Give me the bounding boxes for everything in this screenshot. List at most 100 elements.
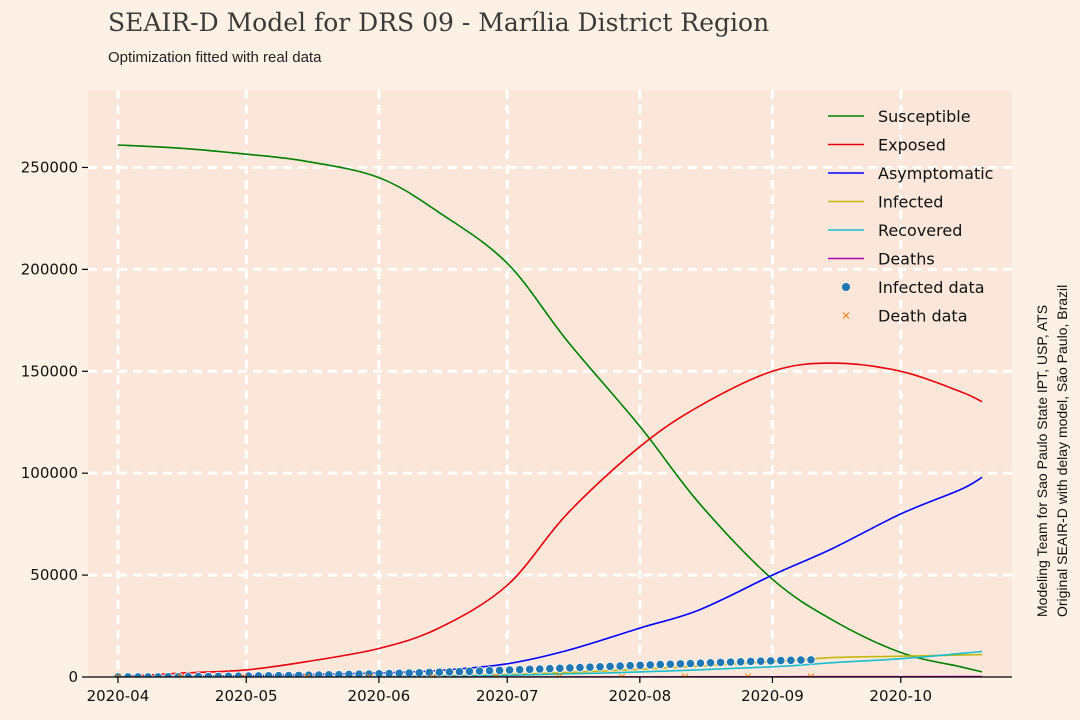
infected-data-point <box>213 671 223 677</box>
side-note: Modeling Team for Sao Paulo State IPT, U… <box>1034 285 1070 617</box>
infected-data-point <box>806 655 816 665</box>
infected-data-point <box>374 669 384 677</box>
series-line-susceptible <box>117 144 983 673</box>
infected-data-point <box>284 670 294 677</box>
legend-label: Deaths <box>878 250 935 269</box>
x-tick-label: 2020-10 <box>869 687 932 705</box>
side-note-line-1: Modeling Team for Sao Paulo State IPT, U… <box>1034 305 1050 617</box>
infected-data-point <box>545 664 555 674</box>
infected-data-point <box>354 669 364 677</box>
legend-item: Recovered <box>828 221 962 240</box>
infected-data-point <box>233 671 244 677</box>
infected-data-point <box>756 656 766 666</box>
y-tick-label: 0 <box>68 668 78 686</box>
grid-lines <box>88 90 1012 677</box>
infected-data-point <box>464 666 475 676</box>
infected-data-point <box>384 668 394 677</box>
side-note-line-2: Original SEAIR-D with delay model, São P… <box>1054 285 1070 617</box>
infected-data-point <box>434 667 444 677</box>
legend-item: Asymptomatic <box>828 164 993 183</box>
infected-data-point <box>424 667 434 677</box>
infected-data-point <box>555 663 565 673</box>
infected-data-point <box>494 665 505 675</box>
infected-data-point <box>294 670 304 677</box>
legend-item: Death data <box>842 307 968 326</box>
legend: Susceptible Exposed Asymptomatic Infected Re… <box>828 107 993 326</box>
x-tick-label: 2020-09 <box>741 687 804 705</box>
infected-data-point <box>314 670 324 677</box>
infected-data-point <box>695 658 706 668</box>
infected-data-point <box>705 658 716 668</box>
infected-data-point <box>454 667 465 677</box>
legend-item: Susceptible <box>828 107 971 126</box>
scatter-marks <box>113 655 816 677</box>
infected-data-point <box>675 659 685 669</box>
infected-data-point <box>484 666 495 676</box>
infected-data-point <box>525 664 535 674</box>
infected-data-point <box>253 671 264 677</box>
infected-data-point <box>274 671 284 677</box>
infected-data-point <box>655 660 665 670</box>
legend-label: Exposed <box>878 136 946 155</box>
infected-data-point <box>685 658 696 669</box>
infected-data-point <box>665 659 675 669</box>
y-tick-label: 250000 <box>21 158 78 176</box>
infected-data-point <box>324 670 334 677</box>
y-tick-label: 50000 <box>30 566 78 584</box>
infected-data-point <box>535 664 545 674</box>
infected-data-point <box>645 660 655 670</box>
legend-label: Asymptomatic <box>878 164 993 183</box>
y-tick-label: 200000 <box>21 260 78 278</box>
legend-label: Susceptible <box>878 107 971 126</box>
infected-data-point <box>263 671 274 677</box>
legend-label: Infected <box>878 193 943 212</box>
infected-data-point <box>334 670 344 677</box>
x-tick-label: 2020-08 <box>608 687 671 705</box>
legend-item: Infected <box>828 193 943 212</box>
infected-data-point <box>625 661 635 671</box>
x-axis-ticks: 2020-04 2020-05 2020-06 2020-07 2020-08 2020-… <box>87 677 932 705</box>
infected-data-point <box>746 656 756 667</box>
legend-item: Deaths <box>828 250 935 269</box>
plot-area <box>88 90 1012 677</box>
y-axis-ticks: 0 50000 100000 150000 200000 250000 <box>21 158 88 686</box>
infected-data-point <box>615 661 625 671</box>
infected-data-point <box>474 666 485 676</box>
infected-data-point <box>635 660 645 670</box>
infected-data-point <box>344 669 354 677</box>
x-tick-label: 2020-04 <box>87 687 150 705</box>
infected-data-point <box>585 662 595 672</box>
infected-data-point <box>575 662 585 673</box>
infected-data-point <box>736 657 746 667</box>
legend-label: Death data <box>878 307 968 326</box>
infected-data-point <box>715 657 726 668</box>
y-tick-label: 100000 <box>21 464 78 482</box>
series-line-exposed <box>117 362 983 677</box>
infected-data-point <box>414 668 424 677</box>
infected-data-point <box>394 668 404 677</box>
infected-data-point <box>223 671 234 677</box>
infected-data-point <box>776 655 786 666</box>
infected-data-point <box>444 667 454 677</box>
infected-data-point <box>565 663 575 673</box>
x-tick-label: 2020-07 <box>476 687 539 705</box>
infected-data-point <box>515 665 525 675</box>
legend-item: Infected data <box>842 278 985 297</box>
chart-title: SEAIR-D Model for DRS 09 - Marília Distr… <box>108 8 769 37</box>
infected-data-point <box>404 668 414 677</box>
death-data-point <box>114 673 122 677</box>
legend-item: Exposed <box>828 136 946 155</box>
infected-data-point <box>505 665 515 675</box>
infected-data-point <box>766 656 776 666</box>
legend-label: Infected data <box>878 278 985 297</box>
y-tick-label: 150000 <box>21 362 78 380</box>
legend-swatch <box>842 283 850 291</box>
x-tick-label: 2020-06 <box>348 687 411 705</box>
infected-data-point <box>595 662 605 672</box>
x-tick-label: 2020-05 <box>215 687 278 705</box>
infected-data-point <box>796 655 806 665</box>
infected-data-point <box>605 661 615 672</box>
legend-swatch <box>842 312 850 319</box>
infected-data-point <box>786 655 796 665</box>
